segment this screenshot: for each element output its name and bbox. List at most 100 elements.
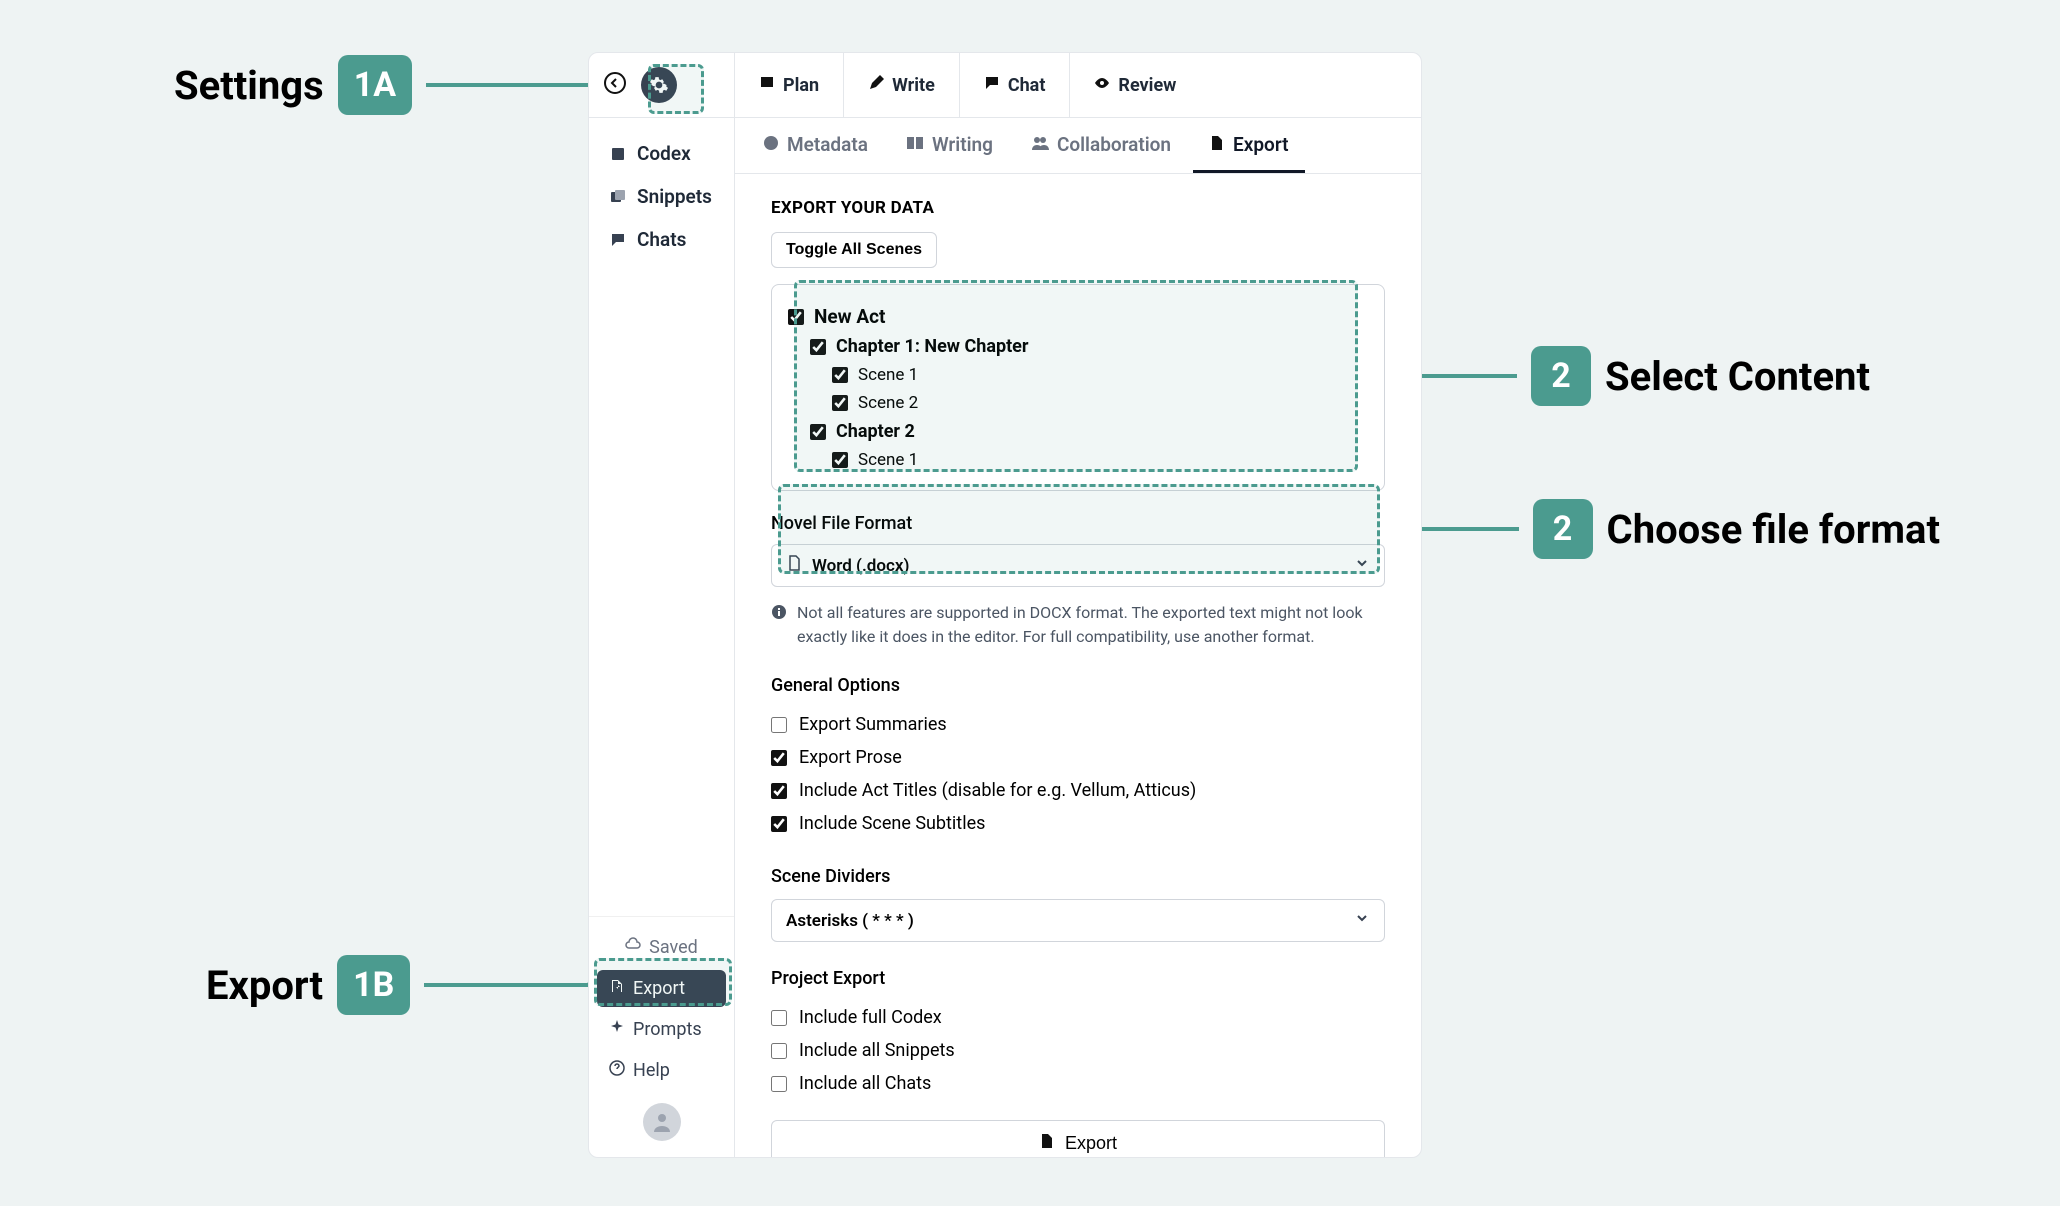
chevron-down-icon [1354,555,1370,576]
scene-dividers-heading: Scene Dividers [771,866,1385,887]
tree-chapter-2[interactable]: Chapter 2 [810,417,1368,446]
tab-label: Review [1118,75,1176,96]
callout-export-label: Export [206,962,323,1009]
option-label: Include Act Titles (disable for e.g. Vel… [799,780,1196,801]
sidebar-item-label: Snippets [637,185,712,208]
back-icon[interactable] [603,71,627,99]
subtab-export[interactable]: Export [1193,118,1304,173]
callout-select-badge: 2 [1531,346,1591,406]
sparkle-icon [609,1019,625,1040]
chapter-checkbox[interactable] [810,339,826,355]
subtab-metadata[interactable]: Metadata [747,118,884,173]
main-area: Plan Write Chat Review Metadata Wr [735,53,1421,1157]
callout-settings-badge: 1A [338,55,412,115]
sidebar: Codex Snippets Chats Saved Export P [589,53,735,1157]
scene-dividers-select[interactable]: Asterisks ( * * * ) [771,899,1385,942]
subtab-label: Metadata [787,133,868,156]
sidebar-top [589,53,734,118]
option-prose[interactable]: Export Prose [771,741,1385,774]
tab-plan[interactable]: Plan [735,53,844,117]
chats-checkbox[interactable] [771,1076,787,1092]
tree-act[interactable]: New Act [788,301,1368,332]
sidebar-item-chats[interactable]: Chats [597,220,726,259]
tab-chat[interactable]: Chat [960,53,1071,117]
callout-fileformat-badge: 2 [1533,499,1593,559]
option-include-codex[interactable]: Include full Codex [771,1001,1385,1034]
option-scene-subtitles[interactable]: Include Scene Subtitles [771,807,1385,840]
book-open-icon [906,133,924,156]
eye-icon [1094,75,1110,96]
board-icon [759,75,775,96]
avatar[interactable] [643,1103,681,1141]
scene-label: Scene 2 [858,393,918,413]
scene-subtitles-checkbox[interactable] [771,816,787,832]
tree-scene-1-1[interactable]: Scene 1 [832,361,1368,389]
chapter-label: Chapter 2 [836,421,915,442]
callout-export: Export 1B [206,955,596,1015]
help-label: Help [633,1060,670,1081]
callout-settings-label: Settings [174,62,324,109]
cloud-icon [625,937,641,958]
file-export-icon [1039,1133,1055,1154]
subtab-label: Export [1233,133,1288,156]
subtab-label: Writing [932,133,993,156]
act-titles-checkbox[interactable] [771,783,787,799]
card-icon [609,188,627,206]
tree-scene-2-1[interactable]: Scene 1 [832,446,1368,474]
option-act-titles[interactable]: Include Act Titles (disable for e.g. Vel… [771,774,1385,807]
option-label: Export Summaries [799,714,947,735]
callout-line [424,983,596,987]
saved-label: Saved [649,937,698,958]
export-button-label: Export [1065,1133,1117,1154]
option-summaries[interactable]: Export Summaries [771,708,1385,741]
chapter-checkbox[interactable] [810,424,826,440]
subtab-collaboration[interactable]: Collaboration [1015,118,1187,173]
file-format-value: Word (.docx) [812,556,909,576]
project-export-heading: Project Export [771,968,1385,989]
doc-icon [786,555,802,576]
codex-checkbox[interactable] [771,1010,787,1026]
tab-write[interactable]: Write [844,53,960,117]
sidebar-item-codex[interactable]: Codex [597,134,726,173]
sidebar-bottom: Saved Export Prompts Help [589,916,734,1157]
tree-chapter-1[interactable]: Chapter 1: New Chapter [810,332,1368,361]
tree-scene-1-2[interactable]: Scene 2 [832,389,1368,417]
sidebar-prompts[interactable]: Prompts [597,1011,726,1048]
people-icon [1031,133,1049,156]
option-label: Include all Chats [799,1073,931,1094]
file-format-select[interactable]: Word (.docx) [771,544,1385,587]
scene-checkbox[interactable] [832,452,848,468]
export-label: Export [633,978,685,999]
option-include-snippets[interactable]: Include all Snippets [771,1034,1385,1067]
file-export-icon [1209,133,1225,156]
subtab-writing[interactable]: Writing [890,118,1009,173]
sub-tabs: Metadata Writing Collaboration Export [735,118,1421,174]
top-tabs: Plan Write Chat Review [735,53,1421,118]
summaries-checkbox[interactable] [771,717,787,733]
option-include-chats[interactable]: Include all Chats [771,1067,1385,1100]
toggle-all-button[interactable]: Toggle All Scenes [771,232,937,268]
content-tree: New Act Chapter 1: New Chapter Scene 1 S… [771,284,1385,491]
callout-file-format: 2 Choose file format [1380,499,1940,559]
sidebar-export[interactable]: Export [597,970,726,1007]
prompts-label: Prompts [633,1019,702,1040]
warning-text: Not all features are supported in DOCX f… [797,601,1385,649]
sidebar-item-snippets[interactable]: Snippets [597,177,726,216]
tab-review[interactable]: Review [1070,53,1200,117]
sidebar-help[interactable]: Help [597,1052,726,1089]
export-button[interactable]: Export [771,1120,1385,1157]
scene-checkbox[interactable] [832,395,848,411]
gear-icon[interactable] [641,67,677,103]
snippets-checkbox[interactable] [771,1043,787,1059]
chat-icon [984,75,1000,96]
option-label: Include full Codex [799,1007,942,1028]
tab-label: Plan [783,75,819,96]
prose-checkbox[interactable] [771,750,787,766]
tab-label: Write [892,75,935,96]
scene-checkbox[interactable] [832,367,848,383]
callout-select-content: 2 Select Content [1360,346,1870,406]
sidebar-item-label: Codex [637,142,691,165]
chevron-down-icon [1354,910,1370,931]
help-icon [609,1060,625,1081]
act-checkbox[interactable] [788,309,804,325]
